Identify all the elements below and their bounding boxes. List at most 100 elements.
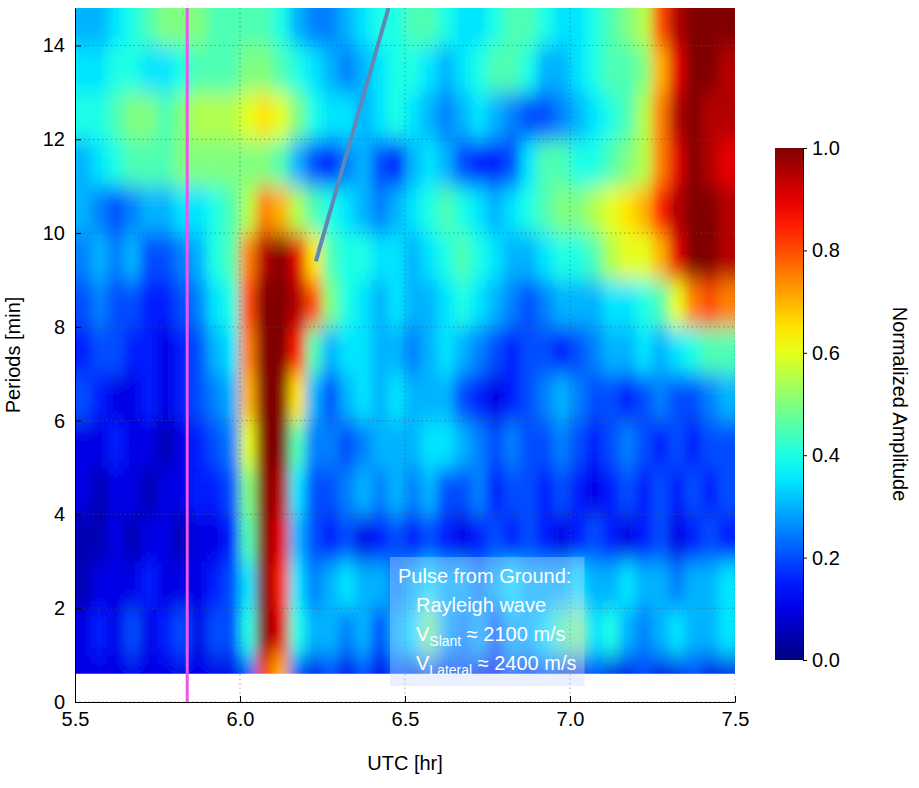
heatmap-cell	[256, 514, 274, 562]
tick-label: 0	[54, 691, 65, 713]
heatmap-cell	[471, 45, 489, 93]
heatmap-cell	[108, 45, 126, 93]
heatmap-cell	[504, 326, 522, 374]
event-line	[186, 8, 189, 702]
heatmap-cell	[372, 608, 390, 656]
heatmap-cell	[685, 514, 703, 562]
heatmap-cell	[124, 420, 142, 468]
heatmap-cell	[75, 514, 92, 562]
heatmap-cell	[289, 233, 307, 281]
heatmap-cell	[652, 279, 670, 327]
heatmap-cell	[240, 373, 258, 421]
heatmap-cell	[223, 561, 241, 609]
heatmap-cell	[405, 420, 423, 468]
heatmap-cell	[339, 420, 357, 468]
heatmap-cell	[702, 92, 720, 140]
heatmap-cell	[124, 467, 142, 515]
heatmap-cell	[108, 608, 126, 656]
heatmap-cell	[273, 279, 291, 327]
heatmap-cell	[240, 92, 258, 140]
heatmap-cell	[256, 233, 274, 281]
tick: 14	[43, 34, 81, 56]
heatmap-cell	[586, 655, 604, 674]
heatmap-cell	[504, 8, 522, 46]
heatmap-cell	[157, 8, 175, 46]
heatmap-cell	[108, 8, 126, 46]
tick: 0.0	[803, 649, 840, 671]
heatmap-cell	[405, 186, 423, 234]
heatmap-cell	[306, 655, 324, 674]
heatmap-cell	[504, 45, 522, 93]
heatmap-cell	[372, 139, 390, 187]
heatmap-cell	[718, 92, 735, 140]
heatmap-cell	[438, 186, 456, 234]
heatmap-cell	[124, 561, 142, 609]
heatmap-cell	[487, 326, 505, 374]
heatmap-cell	[339, 561, 357, 609]
heatmap-cell	[339, 373, 357, 421]
heatmap-cell	[240, 139, 258, 187]
heatmap-cell	[372, 326, 390, 374]
heatmap-cell	[603, 92, 621, 140]
heatmap-cell	[702, 514, 720, 562]
heatmap-cell	[108, 420, 126, 468]
grid-line	[75, 45, 735, 46]
heatmap-cell	[273, 186, 291, 234]
heatmap-cell	[603, 373, 621, 421]
x-axis-title: UTC [hr]	[367, 752, 443, 774]
heatmap-cell	[223, 8, 241, 46]
tick-label: 0.6	[812, 342, 840, 364]
heatmap-cell	[273, 514, 291, 562]
heatmap-cell	[702, 467, 720, 515]
heatmap-cell	[190, 467, 208, 515]
heatmap-cell	[75, 655, 92, 674]
heatmap-cell	[339, 279, 357, 327]
heatmap-cell	[141, 279, 159, 327]
heatmap-cell	[91, 92, 109, 140]
heatmap-cell	[652, 373, 670, 421]
heatmap-cell	[421, 467, 439, 515]
heatmap-cell	[718, 467, 735, 515]
heatmap-cell	[586, 233, 604, 281]
heatmap-cell	[124, 279, 142, 327]
heatmap-cell	[207, 92, 225, 140]
heatmap-cell	[108, 467, 126, 515]
heatmap-cell	[256, 420, 274, 468]
heatmap-cell	[289, 373, 307, 421]
heatmap-cell	[702, 373, 720, 421]
heatmap-cell	[223, 186, 241, 234]
heatmap-cell	[124, 373, 142, 421]
heatmap-cell	[75, 279, 92, 327]
heatmap-cell	[289, 467, 307, 515]
heatmap-cell	[537, 373, 555, 421]
heatmap-cell	[520, 186, 538, 234]
heatmap-cell	[636, 326, 654, 374]
tick: 6	[54, 410, 81, 432]
heatmap-cell	[520, 420, 538, 468]
tick: 1.0	[803, 137, 840, 159]
heatmap-cell	[157, 186, 175, 234]
heatmap-cell	[108, 139, 126, 187]
tick-mark	[803, 353, 807, 354]
tick-mark	[75, 233, 81, 234]
heatmap-cell	[124, 186, 142, 234]
heatmap-cell	[421, 514, 439, 562]
heatmap-cell	[289, 279, 307, 327]
heatmap-cell	[586, 467, 604, 515]
heatmap-cell	[372, 186, 390, 234]
heatmap-cell	[124, 514, 142, 562]
heatmap-cell	[487, 45, 505, 93]
heatmap-cell	[75, 45, 92, 93]
heatmap-cell	[75, 561, 92, 609]
heatmap-cell	[124, 92, 142, 140]
heatmap-cell	[240, 186, 258, 234]
heatmap-cell	[487, 8, 505, 46]
heatmap-cell	[421, 326, 439, 374]
heatmap-cell	[669, 139, 687, 187]
heatmap-cell	[405, 467, 423, 515]
heatmap-cell	[223, 139, 241, 187]
heatmap-cell	[306, 139, 324, 187]
heatmap-cell	[570, 233, 588, 281]
annotation-main: V	[416, 623, 430, 645]
heatmap-cell	[471, 514, 489, 562]
